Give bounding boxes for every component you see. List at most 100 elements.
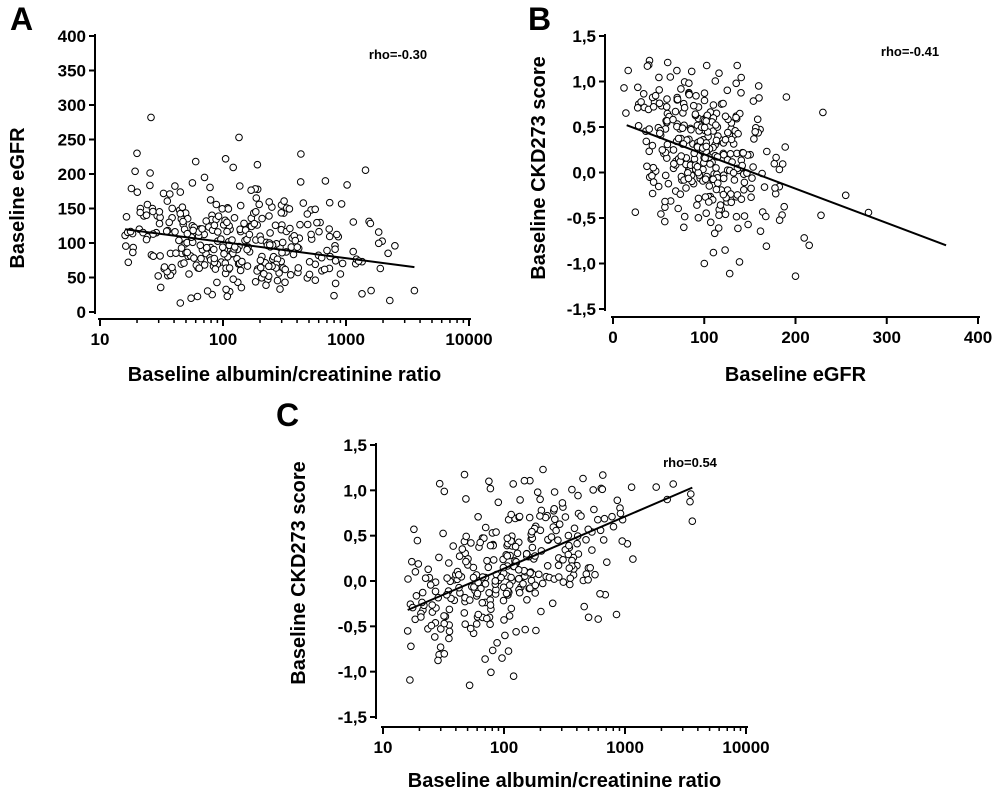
data-point bbox=[696, 137, 705, 145]
data-point bbox=[727, 198, 736, 207]
data-point bbox=[202, 217, 210, 225]
data-point bbox=[662, 103, 671, 111]
data-point bbox=[206, 196, 215, 204]
data-point bbox=[214, 212, 223, 220]
data-point bbox=[648, 189, 657, 198]
data-point bbox=[434, 656, 442, 665]
data-point bbox=[685, 79, 693, 87]
data-point bbox=[609, 522, 618, 531]
data-point bbox=[687, 67, 696, 76]
data-point bbox=[705, 182, 714, 190]
data-point bbox=[124, 258, 133, 267]
data-point bbox=[440, 650, 449, 658]
data-point bbox=[256, 263, 265, 272]
data-point bbox=[652, 483, 661, 491]
data-point bbox=[712, 121, 720, 129]
data-point bbox=[435, 553, 443, 562]
data-point bbox=[485, 477, 493, 486]
data-point bbox=[594, 615, 603, 623]
data-point bbox=[146, 181, 154, 190]
data-point bbox=[462, 532, 471, 541]
data-point bbox=[127, 184, 136, 193]
data-point bbox=[721, 210, 730, 219]
data-point bbox=[501, 631, 509, 640]
data-point bbox=[265, 198, 274, 206]
data-point bbox=[719, 99, 727, 108]
data-point bbox=[489, 556, 498, 564]
data-point bbox=[435, 479, 444, 488]
data-point bbox=[554, 536, 562, 545]
y-tick-label: 0,5 bbox=[572, 118, 596, 137]
data-point bbox=[648, 141, 657, 150]
data-point bbox=[763, 147, 771, 156]
data-point bbox=[331, 257, 340, 265]
data-point bbox=[175, 236, 183, 245]
data-point bbox=[762, 242, 771, 250]
data-point bbox=[589, 486, 598, 494]
panel-c-scatter-plot: C-1,5-1,0-0,50,00,51,01,510 100 1000 10000B… bbox=[276, 397, 770, 792]
data-point bbox=[445, 559, 453, 567]
data-point bbox=[579, 474, 587, 483]
data-point bbox=[476, 538, 485, 547]
data-point bbox=[478, 599, 487, 607]
data-point bbox=[426, 581, 435, 589]
data-point bbox=[555, 573, 563, 581]
y-tick-label: -1,5 bbox=[567, 300, 596, 319]
data-point bbox=[723, 86, 732, 95]
data-point bbox=[210, 245, 218, 254]
data-point bbox=[749, 97, 758, 105]
data-point bbox=[190, 254, 198, 262]
data-point bbox=[439, 529, 447, 538]
data-point bbox=[564, 550, 573, 559]
data-point bbox=[187, 294, 195, 303]
data-point bbox=[155, 219, 164, 228]
data-point bbox=[733, 61, 742, 70]
data-point bbox=[486, 541, 495, 550]
data-point bbox=[538, 579, 547, 588]
data-point bbox=[229, 163, 237, 172]
regression-line bbox=[124, 228, 415, 269]
data-points bbox=[620, 56, 873, 281]
data-point bbox=[177, 244, 186, 252]
data-point bbox=[522, 550, 531, 558]
data-point bbox=[680, 103, 689, 112]
x-tick-label: 1000 bbox=[606, 738, 644, 757]
data-point bbox=[700, 259, 709, 268]
data-point bbox=[730, 176, 739, 184]
data-point bbox=[791, 272, 800, 281]
data-point bbox=[143, 200, 152, 209]
data-point bbox=[598, 485, 607, 494]
data-point bbox=[303, 220, 312, 229]
data-point bbox=[709, 101, 718, 109]
data-point bbox=[455, 552, 464, 561]
data-point bbox=[558, 499, 567, 507]
data-point bbox=[412, 592, 421, 600]
data-point bbox=[253, 160, 262, 169]
data-point bbox=[721, 112, 730, 121]
data-point bbox=[716, 201, 725, 209]
data-point bbox=[303, 210, 312, 218]
data-point bbox=[528, 543, 537, 552]
data-point bbox=[656, 129, 664, 138]
data-point bbox=[315, 227, 323, 236]
data-point bbox=[782, 93, 791, 101]
data-point bbox=[185, 270, 193, 278]
x-tick-label: 100 bbox=[490, 738, 518, 757]
data-point bbox=[189, 226, 197, 235]
data-point bbox=[674, 134, 683, 143]
data-point bbox=[220, 250, 228, 258]
data-point bbox=[505, 612, 514, 620]
data-point bbox=[603, 558, 611, 567]
data-point bbox=[574, 491, 582, 500]
data-point bbox=[265, 212, 273, 220]
data-point bbox=[320, 265, 329, 274]
data-point bbox=[483, 556, 491, 565]
data-point bbox=[748, 174, 756, 182]
data-point bbox=[331, 279, 340, 288]
data-point bbox=[494, 498, 503, 507]
data-point bbox=[445, 634, 453, 643]
data-point bbox=[386, 296, 394, 305]
data-point bbox=[516, 496, 524, 504]
data-point bbox=[325, 232, 334, 241]
